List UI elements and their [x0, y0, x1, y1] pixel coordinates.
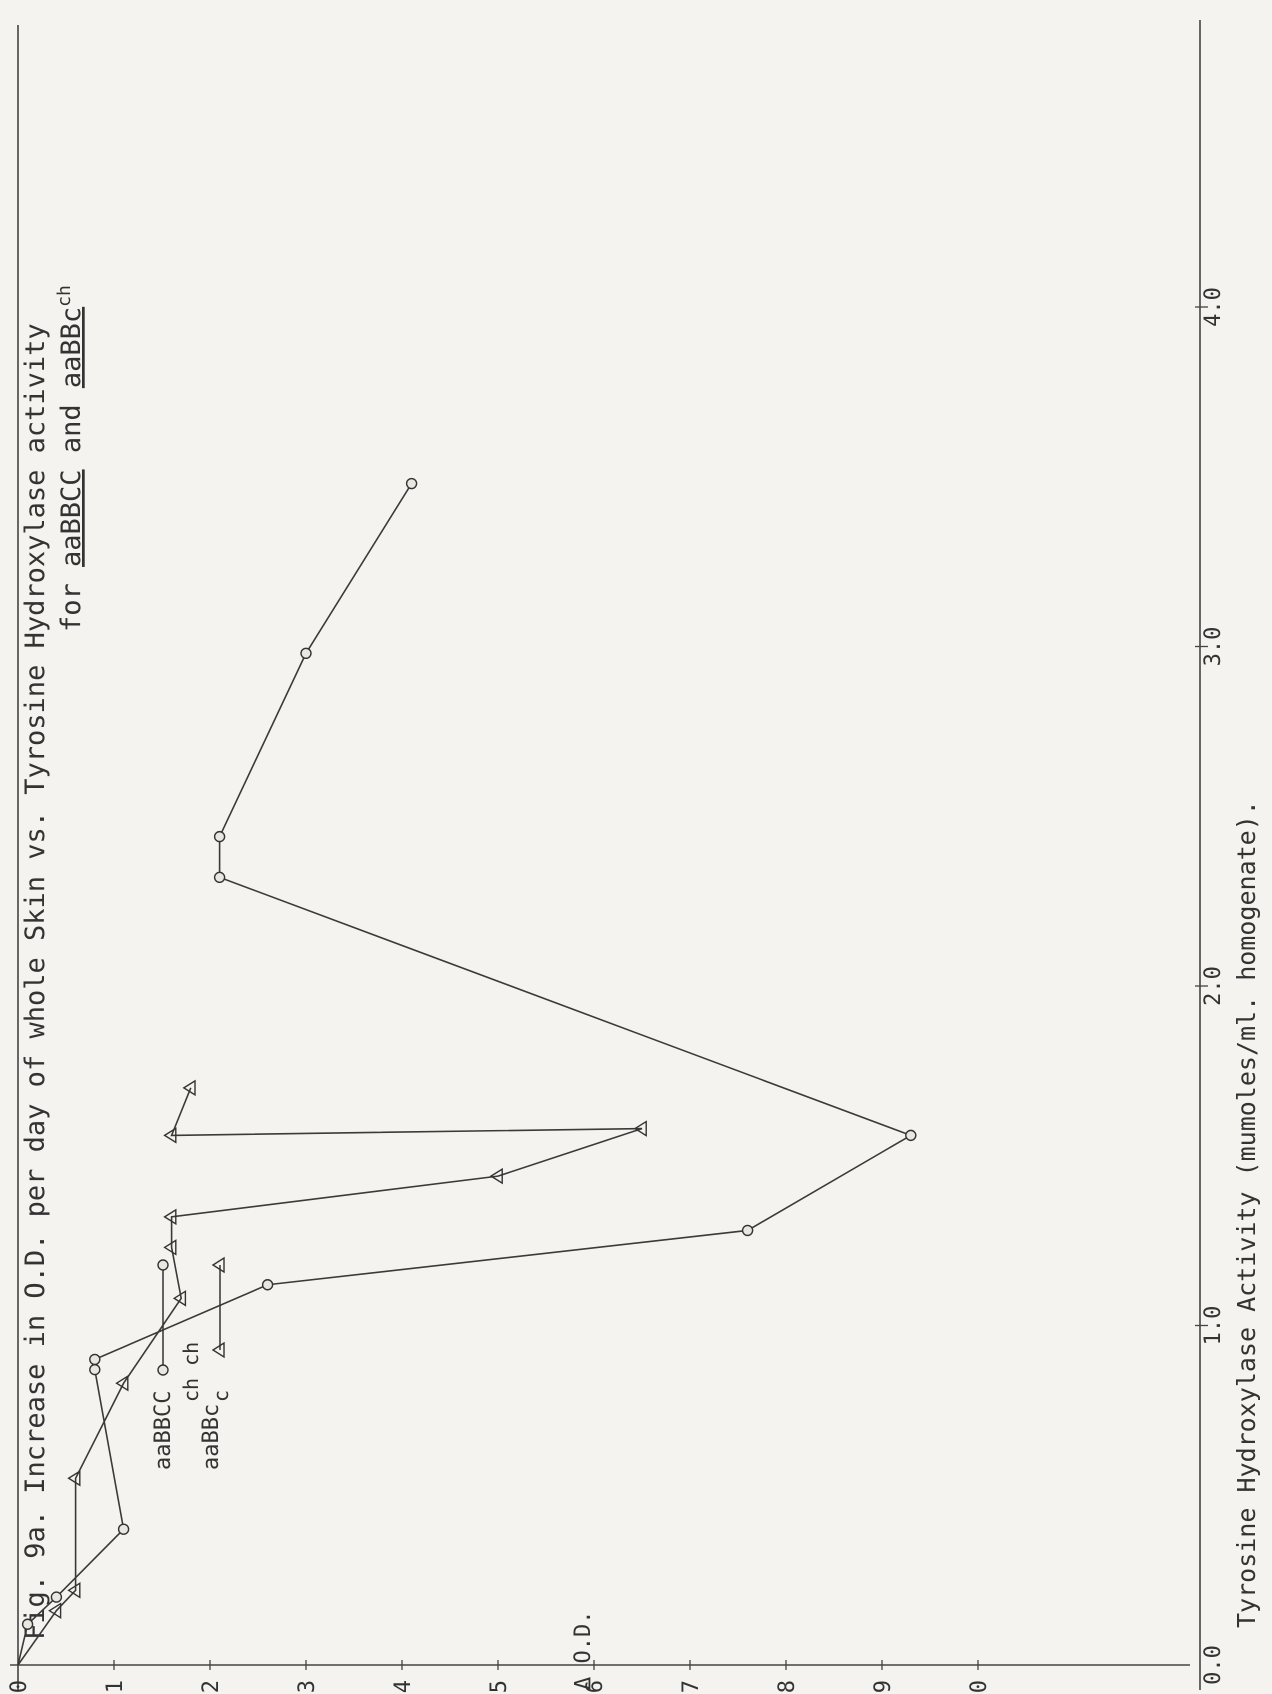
x-tick-label: 2.0: [1201, 966, 1226, 1006]
y-tick-label: 0.4: [391, 1680, 416, 1694]
title-text: Fig. 9a. Increase in O.D. per day of who…: [20, 323, 51, 1640]
x-tick-label: 1.0: [1201, 1306, 1226, 1346]
data-point: [182, 1079, 196, 1097]
data-point: [172, 1290, 187, 1307]
x-tick-label: 3.0: [1201, 627, 1226, 667]
data-point: [117, 1523, 130, 1535]
data-point: [48, 1602, 62, 1619]
legend-marker-triangle: [211, 1341, 225, 1359]
data-point: [633, 1120, 647, 1137]
data-point: [50, 1591, 63, 1603]
x-tick-label: 0.0: [1201, 1645, 1226, 1685]
data-point: [213, 871, 226, 884]
data-point: [300, 647, 312, 659]
y-tick-label: 0.5: [487, 1680, 512, 1694]
axis-labels: Tyrosine Hydroxylase Activity (mumoles/m…: [571, 800, 1261, 1690]
legend: aaBBCC aaBBcch ch c: [151, 1256, 233, 1470]
x-axis-label: Tyrosine Hydroxylase Activity (mumoles/m…: [1232, 800, 1261, 1628]
data-point: [115, 1374, 129, 1392]
legend-subscript: c: [209, 1390, 233, 1402]
x-tick-label: 4.0: [1201, 287, 1226, 327]
legend-label: aaBBc: [199, 1404, 224, 1470]
data-point: [89, 1363, 101, 1376]
data-point: [405, 477, 418, 490]
data-point: [163, 1239, 177, 1256]
y-tick-label: 1.0: [967, 1680, 992, 1694]
data-point: [21, 1618, 34, 1630]
series-line: [17, 1087, 643, 1666]
data-point: [905, 1129, 917, 1142]
series-aaBBCC: [17, 477, 917, 1666]
series-aaBBc: [17, 1079, 647, 1666]
legend-superscript: ch ch: [179, 1342, 203, 1402]
data-point: [213, 830, 226, 843]
data-point: [67, 1470, 81, 1487]
y-tick-label: 0.2: [199, 1680, 224, 1694]
data-point: [67, 1582, 81, 1599]
legend-marker-circle: [157, 1259, 169, 1271]
y-tick-label: 0.6: [583, 1680, 608, 1694]
y-tick-label: 0.9: [871, 1680, 896, 1694]
y-tick-label: 0.0: [7, 1680, 32, 1694]
y-axis-ticks: 0.0 0.1 0.2 0.3 0.4 0.5 0.6 0.7 0.8 0.9 1.0: [7, 1660, 992, 1694]
series-line: [17, 483, 913, 1666]
chart-title: Fig. 9a. Increase in O.D. per day of who…: [20, 323, 51, 1640]
y-tick-label: 0.3: [295, 1680, 320, 1694]
data-point: [163, 1127, 177, 1144]
y-tick-label: 0.7: [679, 1680, 704, 1694]
y-tick-label: 0.1: [103, 1680, 128, 1694]
y-tick-label: 0.8: [775, 1680, 800, 1694]
data-point: [261, 1279, 274, 1291]
x-axis-ticks: 0.0 1.0 2.0 3.0 4.0: [1195, 287, 1226, 1685]
data-point: [741, 1224, 754, 1237]
y-axis-label: Δ O.D.: [571, 1611, 596, 1690]
legend-marker-triangle: [211, 1256, 225, 1274]
series-layer: [17, 477, 917, 1666]
legend-label: aaBBCC: [151, 1391, 176, 1470]
data-point: [163, 1208, 177, 1226]
subtitle-text: for aaBBCC and aaBBcch: [54, 285, 87, 632]
data-point: [489, 1167, 503, 1185]
data-point: [89, 1353, 101, 1366]
axes: [10, 20, 1201, 1690]
chart-subtitle: for aaBBCC and aaBBcch: [54, 285, 87, 632]
legend-marker-circle: [157, 1364, 169, 1376]
